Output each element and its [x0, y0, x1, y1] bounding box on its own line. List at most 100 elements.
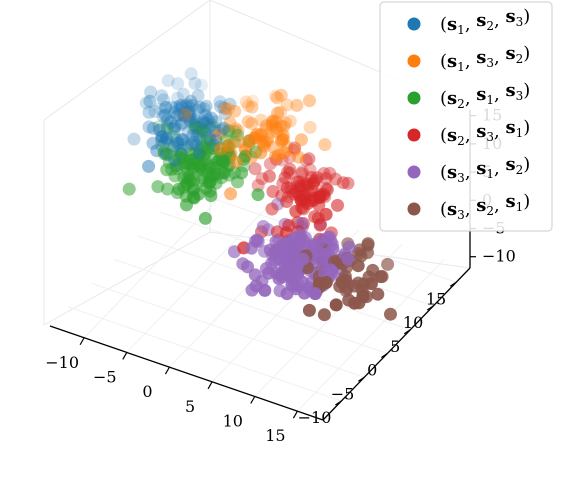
data-point: [364, 277, 378, 291]
data-point: [171, 91, 185, 105]
data-point: [278, 171, 292, 185]
data-point: [235, 166, 249, 180]
data-point: [198, 211, 212, 225]
legend-box: [379, 1, 553, 232]
data-point: [204, 189, 218, 203]
gridline: [68, 306, 342, 402]
data-point: [276, 132, 290, 146]
data-point: [259, 122, 273, 136]
data-point: [242, 134, 256, 148]
legend-marker: [407, 128, 421, 142]
data-point: [160, 121, 174, 135]
data-point: [195, 137, 209, 151]
data-point: [292, 150, 306, 164]
data-point: [263, 243, 277, 257]
x-tick-label: 15: [265, 426, 285, 445]
data-point: [281, 236, 295, 250]
data-point: [191, 89, 205, 103]
data-point: [336, 176, 350, 190]
data-point: [248, 162, 262, 176]
gridline: [126, 200, 275, 353]
x-tick: [207, 381, 213, 390]
data-point: [197, 141, 211, 155]
data-point: [214, 100, 227, 114]
data-point: [197, 102, 211, 116]
data-point: [177, 108, 191, 122]
data-point: [249, 128, 263, 142]
data-point: [283, 166, 297, 180]
data-point: [168, 105, 182, 119]
data-point: [290, 175, 304, 189]
data-point: [184, 94, 198, 108]
legend-marker: [407, 202, 421, 216]
data-point: [160, 132, 174, 146]
data-point: [122, 182, 136, 196]
data-point: [281, 165, 294, 179]
data-point: [139, 96, 153, 110]
data-point: [195, 139, 209, 153]
data-point: [181, 139, 195, 153]
legend-marker: [407, 91, 421, 105]
data-point: [209, 115, 223, 129]
data-point: [193, 146, 207, 160]
data-point: [185, 99, 199, 112]
data-point: [216, 154, 230, 168]
legend-label: (s1, s3, s2): [440, 43, 530, 74]
data-point: [190, 128, 204, 142]
data-point: [243, 133, 257, 147]
data-point: [318, 138, 332, 152]
data-point: [155, 89, 169, 103]
data-point: [219, 102, 233, 116]
data-point: [268, 253, 282, 267]
data-point: [192, 126, 205, 140]
data-point: [264, 125, 278, 139]
data-point: [204, 174, 218, 188]
gridline: [137, 235, 411, 331]
data-point: [272, 272, 286, 286]
data-point: [175, 116, 189, 130]
legend-label: (s2, s3, s1): [440, 117, 530, 148]
data-point: [246, 94, 260, 108]
data-point: [162, 148, 176, 161]
data-point: [280, 195, 294, 208]
y-tick: [358, 376, 365, 382]
pane-edge: [43, 231, 211, 326]
data-point: [290, 98, 304, 112]
data-point: [231, 128, 245, 142]
data-point: [178, 108, 192, 122]
data-point: [208, 124, 222, 138]
data-point: [259, 119, 273, 133]
data-point: [158, 108, 172, 122]
data-point: [232, 135, 246, 149]
data-point: [289, 204, 303, 218]
data-point: [267, 140, 280, 154]
data-point: [269, 89, 282, 103]
data-point: [200, 134, 214, 148]
data-point: [183, 106, 197, 120]
data-point: [381, 257, 395, 271]
data-point: [192, 158, 206, 172]
data-point: [356, 289, 370, 303]
z-tick-label: −10: [482, 247, 516, 266]
data-point: [254, 113, 268, 127]
data-point: [248, 131, 262, 145]
data-point: [201, 113, 215, 127]
data-point: [341, 252, 355, 266]
data-point: [222, 102, 235, 116]
data-point: [200, 116, 214, 130]
data-point: [296, 252, 310, 266]
data-point: [182, 112, 196, 126]
data-point: [200, 130, 214, 144]
data-point: [183, 110, 197, 124]
data-point: [203, 129, 216, 143]
data-point: [285, 278, 299, 292]
data-point: [279, 116, 293, 130]
data-point: [302, 152, 316, 166]
data-point: [151, 180, 165, 194]
data-point: [156, 109, 170, 123]
data-point: [191, 103, 205, 117]
data-point: [251, 188, 265, 202]
data-point: [178, 109, 191, 123]
data-point: [241, 99, 255, 113]
data-point: [188, 115, 202, 129]
